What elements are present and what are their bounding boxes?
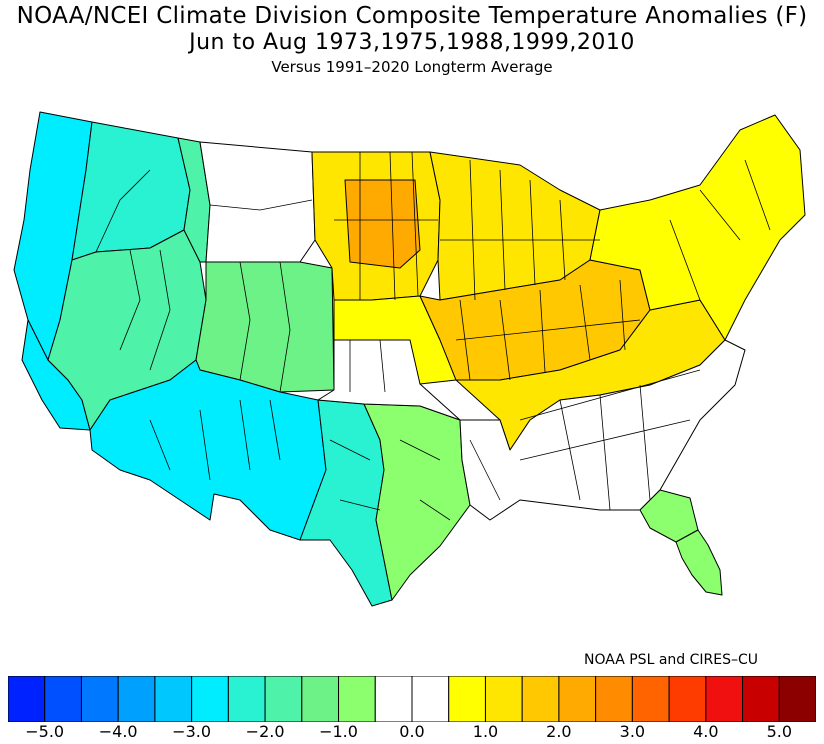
legend-bin	[117, 676, 156, 722]
division-boundary	[119, 249, 141, 351]
legend-tick-label: 0.0	[399, 722, 425, 741]
legend-bin	[8, 676, 46, 722]
legend-bin	[631, 676, 670, 722]
legend-bin	[227, 676, 266, 722]
division-boundary	[459, 299, 471, 381]
division-boundary	[599, 394, 611, 511]
region-central-rockies	[195, 261, 335, 393]
map-subtitle-baseline: Versus 1991–2020 Longterm Average	[271, 58, 553, 76]
division-boundary	[455, 319, 641, 341]
division-boundary	[239, 399, 251, 471]
division-boundary	[149, 249, 171, 371]
legend-bin	[595, 676, 633, 722]
division-boundary	[579, 284, 591, 361]
region-florida-peninsula	[675, 529, 723, 596]
division-boundary	[499, 299, 511, 381]
legend-bin	[411, 676, 450, 722]
legend-bin	[301, 676, 340, 722]
division-boundary	[269, 399, 281, 461]
us-climate-division-map	[13, 111, 806, 607]
legend-bin	[191, 676, 229, 722]
legend-bin	[742, 676, 780, 722]
division-boundary	[279, 261, 291, 393]
legend-bin	[44, 676, 82, 722]
division-boundary	[499, 169, 506, 291]
legend-bin	[778, 676, 816, 722]
region-northeast	[589, 114, 806, 341]
legend-tick-label: 5.0	[766, 722, 793, 741]
credit-label: NOAA PSL and CIRES–CU	[584, 652, 758, 668]
division-boundary	[399, 439, 441, 461]
division-boundary	[744, 159, 771, 231]
legend-tick-label: 4.0	[693, 722, 719, 741]
division-boundary	[339, 499, 381, 511]
division-boundary	[389, 151, 396, 301]
division-boundary	[519, 419, 691, 461]
map-subtitle-period: Jun to Aug 1973,1975,1988,1999,2010	[189, 30, 635, 55]
division-boundary	[411, 151, 419, 297]
legend-bin	[448, 676, 486, 722]
region-southern-plains	[317, 339, 461, 421]
region-northern-high-plains	[199, 141, 316, 263]
division-boundary	[329, 439, 371, 461]
color-legend-bar	[8, 676, 816, 722]
division-boundary	[239, 261, 251, 381]
division-boundary	[469, 439, 501, 501]
division-boundary	[519, 369, 701, 421]
map-title-block: NOAA/NCEI Climate Division Composite Tem…	[0, 0, 824, 78]
division-boundary	[619, 279, 626, 351]
legend-tick-label: −5.0	[25, 722, 65, 741]
legend-tick-label: 1.0	[472, 722, 499, 741]
division-boundary	[199, 409, 211, 481]
division-boundary	[699, 189, 741, 241]
division-boundary	[149, 419, 171, 471]
legend-bin	[154, 676, 193, 722]
division-boundary	[559, 399, 581, 501]
legend-tick-label: −3.0	[172, 722, 212, 741]
legend-bin	[521, 676, 560, 722]
division-boundary	[529, 179, 536, 286]
legend-tick-label: −1.0	[319, 722, 358, 741]
map-title: NOAA/NCEI Climate Division Composite Tem…	[16, 3, 808, 29]
legend-bin	[374, 676, 413, 722]
region-southwest	[89, 359, 327, 541]
legend-bin	[558, 676, 597, 722]
region-dakotas-core	[344, 179, 421, 269]
division-boundary	[669, 219, 701, 301]
legend-bin	[264, 676, 303, 722]
division-boundary	[639, 384, 651, 501]
legend-bin	[338, 676, 376, 722]
legend-tick-label: 2.0	[546, 722, 572, 741]
legend-bin	[80, 676, 119, 722]
legend-tick-label: −4.0	[98, 722, 138, 741]
division-boundary	[419, 499, 451, 521]
legend-bin	[484, 676, 523, 722]
legend-tick-label: 3.0	[619, 722, 646, 741]
division-boundary	[469, 159, 476, 301]
legend-bin	[705, 676, 744, 722]
legend-tick-label: −2.0	[245, 722, 285, 741]
division-boundary	[95, 169, 151, 253]
division-boundary	[209, 199, 313, 211]
legend-bin	[668, 676, 707, 722]
division-boundary	[379, 339, 386, 393]
region-southeast	[459, 339, 746, 521]
